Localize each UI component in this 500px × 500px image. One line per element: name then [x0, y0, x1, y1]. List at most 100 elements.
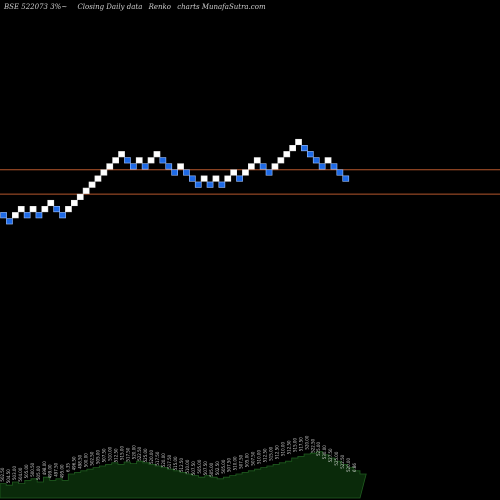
up-brick [41, 206, 49, 213]
volume-label: 507.50 [191, 461, 196, 475]
volume-label: 520.00 [304, 435, 309, 449]
volume-label: 520.00 [149, 450, 154, 464]
down-brick [336, 169, 344, 176]
volume-label: 503.00 [12, 466, 17, 480]
up-brick [118, 151, 125, 158]
up-brick [271, 163, 279, 170]
volume-label: 510.00 [257, 450, 262, 464]
up-brick [283, 151, 291, 158]
volume-label: 525.00 [143, 448, 148, 462]
volume-label: 512.50 [179, 458, 184, 472]
up-brick [248, 163, 255, 170]
volume-label: 527.50 [328, 448, 333, 462]
down-brick [259, 163, 267, 170]
volume-label: 500.00 [84, 453, 89, 467]
volume-label: 497.50 [54, 462, 59, 476]
down-brick [6, 218, 13, 225]
up-brick [88, 181, 96, 188]
up-brick [135, 157, 143, 164]
down-brick [306, 151, 314, 158]
volume-label: 522.50 [310, 438, 315, 452]
down-brick [318, 163, 326, 170]
up-brick [289, 145, 297, 152]
up-brick [17, 206, 25, 213]
volume-label: 505.00 [209, 462, 214, 476]
volume-label: 512.50 [286, 440, 291, 454]
renko-bricks [0, 138, 350, 225]
volume-label: 496.50 [72, 456, 77, 470]
chart-source: charts MunafaSutra.com [177, 3, 266, 11]
volume-label: 505.00 [36, 466, 41, 480]
volume-label: 522.50 [137, 446, 142, 460]
chart-title: BSE 522073 3%~ [3, 3, 67, 11]
down-brick [236, 175, 243, 182]
volume-label: 502.50 [215, 461, 220, 475]
up-brick [200, 175, 208, 182]
volume-label: 510.00 [280, 442, 285, 456]
chart-header: BSE 522073 3%~ Closing Daily data Renko … [3, 3, 266, 11]
up-brick [94, 175, 102, 182]
down-brick [301, 145, 308, 152]
volume-label: 510.00 [185, 459, 190, 473]
volume-label: 520.00 [131, 445, 136, 459]
down-brick [53, 206, 60, 213]
volume-label: 507.50 [251, 451, 256, 465]
down-brick [35, 212, 43, 219]
up-brick [277, 157, 285, 164]
up-brick [147, 157, 155, 164]
down-brick [265, 169, 273, 176]
down-brick [171, 169, 179, 176]
volume-label: 505.00 [197, 459, 202, 473]
down-brick [141, 163, 149, 170]
volume-label: 515.00 [173, 456, 178, 470]
up-brick [153, 151, 161, 158]
chart-kind: Renko [148, 3, 171, 11]
volume-label: 507.50 [203, 461, 208, 475]
up-brick [224, 175, 232, 182]
down-brick [206, 181, 214, 188]
down-brick [189, 175, 196, 182]
down-brick [130, 163, 137, 170]
down-brick [159, 157, 167, 164]
up-brick [29, 206, 37, 213]
volume-label: 522.50 [340, 454, 345, 468]
volume-label: 495.00 [60, 464, 65, 478]
volume-label: 512.50 [263, 448, 268, 462]
volume-label: 525.00 [334, 451, 339, 465]
down-brick [23, 212, 31, 219]
volume-label: 499.00 [48, 464, 53, 478]
volume-label: 510.00 [233, 456, 238, 470]
volume-label: 507.50 [101, 448, 106, 462]
volume-label: 512.50 [113, 448, 118, 462]
volume-label: 505.00 [24, 464, 29, 478]
volume-label: 520.00 [161, 453, 166, 467]
volume-label: 517.50 [125, 447, 130, 461]
up-brick [295, 138, 302, 146]
down-brick [165, 163, 173, 170]
up-brick [242, 169, 249, 176]
volume-label: 498.00 [42, 461, 47, 475]
up-brick [82, 187, 90, 194]
volume-label: 6.86 [352, 463, 357, 472]
volume-label: 504.00 [18, 467, 23, 481]
up-brick [106, 163, 114, 170]
volume-label: 505.00 [96, 450, 101, 464]
up-brick [76, 193, 84, 200]
volume-label: 520.00 [346, 458, 351, 472]
volume-labels: 502.50 504.50 503.00 504.00 505.00 500.50 505.… [0, 435, 357, 483]
up-brick [65, 206, 72, 213]
up-brick [71, 199, 78, 207]
volume-label: 510.00 [107, 446, 112, 460]
volume-label: 507.50 [239, 454, 244, 468]
volume-label: 517.50 [298, 437, 303, 451]
up-brick [253, 157, 261, 164]
volume-label: 515.00 [292, 438, 297, 452]
up-brick [47, 199, 55, 207]
volume-label: 517.50 [155, 451, 160, 465]
down-brick [330, 163, 338, 170]
volume-label: 515.00 [119, 446, 124, 460]
volume-label: 502.50 [0, 467, 5, 481]
down-brick [194, 181, 202, 188]
